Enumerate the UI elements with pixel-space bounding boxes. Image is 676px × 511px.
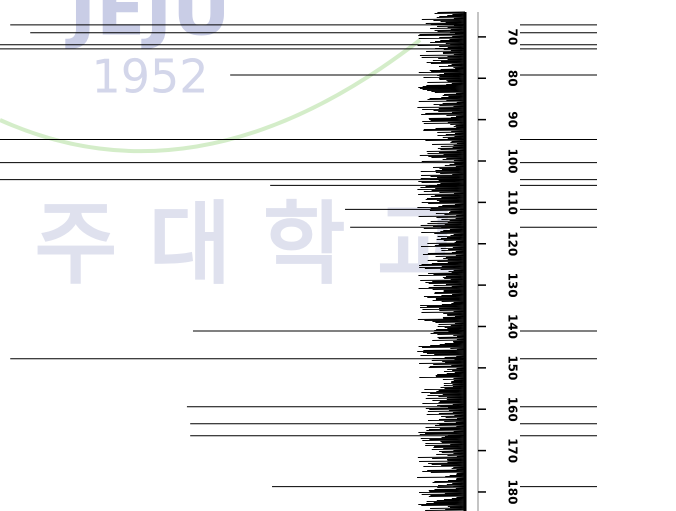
y-tick-label: 90 [506, 111, 520, 128]
watermark-text: JEJU [64, 0, 230, 52]
y-tick-label: 100 [506, 148, 520, 173]
watermark-text: 제 주 대 학 교 [0, 192, 460, 297]
y-tick-label: 130 [506, 273, 520, 298]
y-tick-label: 80 [506, 70, 520, 87]
y-tick-label: 140 [506, 314, 520, 339]
noise [417, 11, 466, 511]
y-tick-label: 160 [506, 397, 520, 422]
y-tick-label: 120 [506, 231, 520, 256]
y-tick-label: 150 [506, 355, 520, 380]
y-tick-label: 170 [506, 438, 520, 463]
watermark-arc [0, 38, 422, 154]
y-tick-label: 110 [506, 190, 520, 215]
y-tick-label: 70 [506, 29, 520, 46]
watermark-text: 1952 [91, 50, 208, 104]
y-tick-label: 180 [506, 479, 520, 504]
